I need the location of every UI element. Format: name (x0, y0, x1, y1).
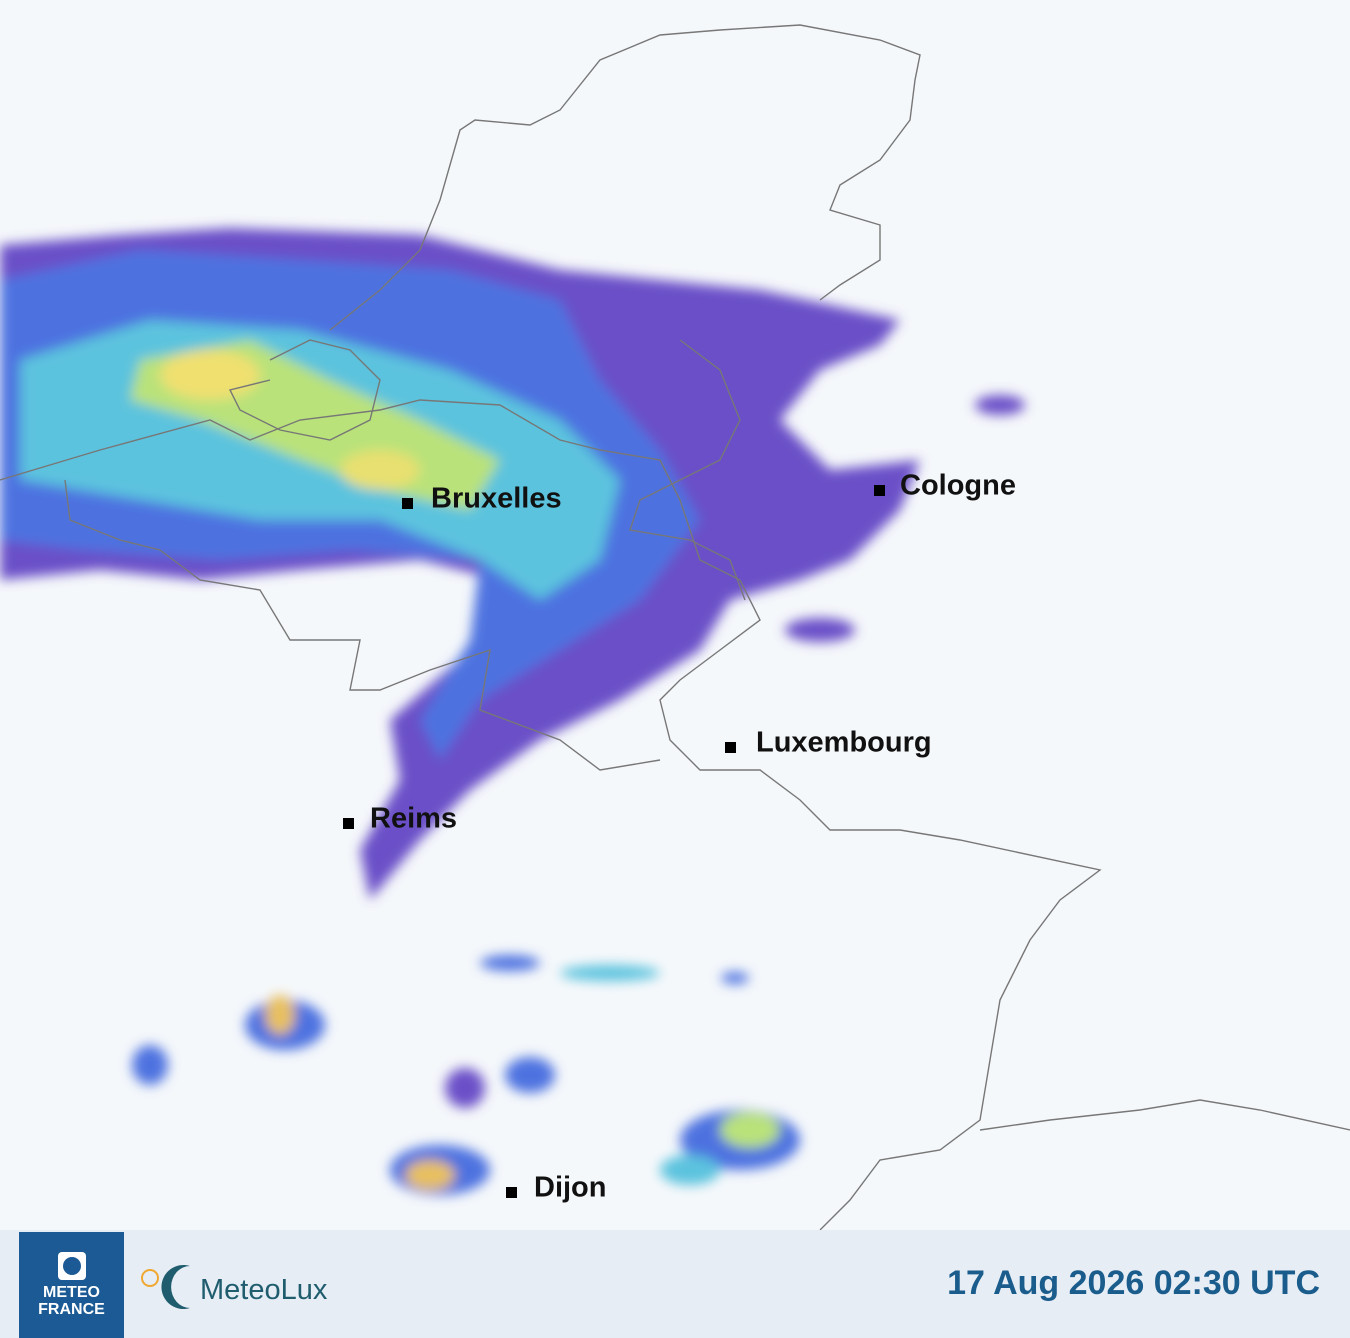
city-label: Dijon (534, 1172, 607, 1204)
radar-echoes (0, 228, 1025, 1195)
timestamp: 17 Aug 2026 02:30 UTC (947, 1264, 1320, 1302)
city-markers: Bruxelles Cologne Luxembourg Reims Dijon (343, 470, 1016, 1204)
radar-map: Bruxelles Cologne Luxembourg Reims Dijon (0, 24, 1350, 1230)
logo-text: METEO (43, 1284, 100, 1301)
city-marker (506, 1187, 517, 1198)
city-label: Cologne (900, 470, 1016, 502)
meteolux-logo: MeteoLux (200, 1274, 328, 1306)
meteofrance-logo: METEO FRANCE (19, 1232, 124, 1338)
city-label: Reims (370, 803, 457, 835)
logo-text: FRANCE (38, 1301, 105, 1318)
city-marker (725, 742, 736, 753)
city-label: Bruxelles (431, 483, 562, 515)
city-marker (402, 498, 413, 509)
logo-icon (58, 1252, 86, 1280)
city-marker (343, 818, 354, 829)
footer: METEO FRANCE MeteoLux 17 Aug 2026 02:30 … (0, 1230, 1350, 1338)
meteolux-icon (141, 1265, 190, 1309)
borders (0, 24, 1350, 1230)
city-marker (874, 485, 885, 496)
city-label: Luxembourg (756, 727, 932, 759)
